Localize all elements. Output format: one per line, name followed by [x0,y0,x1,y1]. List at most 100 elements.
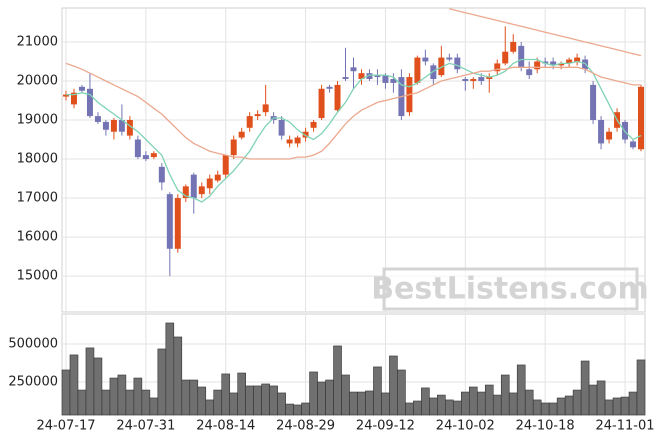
candle-body [382,75,389,83]
volume-bar [69,354,79,416]
candle-body [446,57,453,60]
volume-bar [149,397,159,416]
volume-bar [77,389,87,416]
volume-bar [293,404,302,416]
volume-bar [532,399,542,416]
candle-body [94,116,101,122]
candle-body [526,69,533,76]
volume-bar [596,380,606,416]
moving-average-line [449,8,642,57]
candle-body [110,120,117,132]
volume-bar [141,389,151,416]
candle-body [462,79,469,81]
candle-body [366,73,373,80]
candle-body [598,120,605,144]
candle-body [494,63,501,72]
volume-bar [628,391,638,416]
volume-bar [261,383,270,416]
candle-body [574,57,581,62]
volume-bar [341,374,350,416]
candle-body [78,86,85,91]
volume-bar [397,369,406,416]
volume-bar [277,392,286,416]
volume-bar [181,379,191,416]
candle-body [318,88,325,119]
x-tick-label: 24-08-14 [196,419,255,434]
volume-bar [421,387,430,416]
volume-bar [61,369,71,416]
volume-tick-label: 500000 [8,336,58,351]
volume-bar [85,347,95,416]
volume-bar [469,386,478,416]
volume-bar [165,322,175,416]
candle-body [470,79,477,81]
volume-bar [540,402,550,416]
candle-body [638,86,645,150]
volume-bar [484,384,494,416]
candle-body [550,61,557,66]
candle-body [254,114,261,117]
candle-body [438,57,445,76]
candle-body [630,141,637,148]
candle-body [62,94,69,97]
moving-average-line [65,62,641,160]
volume-bar [365,390,374,416]
volume-bar [556,397,566,416]
candle-body [134,139,141,158]
x-tick-label: 24-10-02 [436,419,495,434]
volume-bar [429,397,438,416]
candle-body [454,57,461,70]
volume-bar [301,402,310,416]
volume-bar [389,355,398,416]
volume-bar [101,389,111,416]
y-tick-label: 19000 [17,113,58,128]
volume-bar [572,389,582,416]
candle-body [310,121,317,128]
y-tick-label: 21000 [17,34,58,49]
candle-body [374,75,381,78]
y-tick-label: 17000 [17,191,58,206]
y-tick-label: 16000 [17,230,58,245]
candle-body [430,65,437,80]
candle-body [86,88,93,117]
candle-body [118,120,125,132]
volume-bar [221,373,231,416]
volume-bar [588,384,598,416]
candle-body [102,121,109,130]
candle-body [358,73,365,80]
x-tick-label: 24-09-12 [356,419,415,434]
candle-body [246,116,253,128]
candle-body [486,77,493,80]
grid [62,8,645,415]
candle-body [214,174,221,181]
x-tick-label: 24-07-17 [36,419,95,434]
x-tick-label: 24-11-01 [596,419,655,434]
candle-body [590,84,597,120]
candle-body [174,198,181,249]
volume-bar [93,357,103,416]
candle-body [190,174,197,199]
volume-bar [197,386,207,416]
volume-bar [205,399,215,416]
volume-bar [173,336,183,416]
volume-bar [461,391,470,416]
y-tick-label: 20000 [17,73,58,88]
moving-average-line [66,58,642,203]
volume-bar [229,392,238,416]
x-tick-label: 24-10-18 [516,419,575,434]
volume-bar [157,348,167,416]
candle-body [326,86,333,89]
candle-body [414,57,421,83]
volume-bar [620,396,630,416]
volume-bar [189,379,199,416]
volume-bar [453,400,462,416]
candle-body [230,139,237,156]
volume-bar [405,402,414,416]
candle-body [518,45,525,68]
volume-bar [564,395,574,416]
candle-body [158,166,165,183]
watermark: BestListens.com [371,267,649,311]
volume-bar [325,379,334,416]
candle-body [566,59,573,64]
